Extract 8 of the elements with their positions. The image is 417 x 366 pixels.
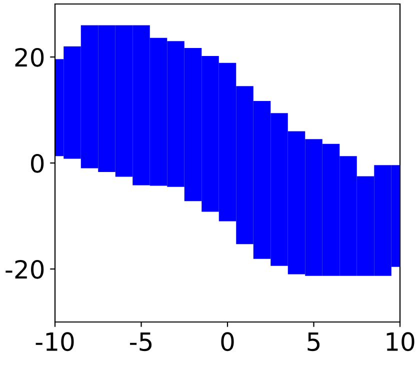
x-tick-label: 0 <box>221 332 234 352</box>
y-tick-label: 20 <box>15 48 44 67</box>
y-tick-label: -20 <box>6 260 44 279</box>
x-tick-label: 5 <box>308 332 320 352</box>
x-tick-label: 10 <box>386 332 414 352</box>
x-tick-label: -5 <box>130 332 152 352</box>
x-tick-label: -10 <box>36 332 74 352</box>
y-tick-label: 0 <box>31 154 44 173</box>
